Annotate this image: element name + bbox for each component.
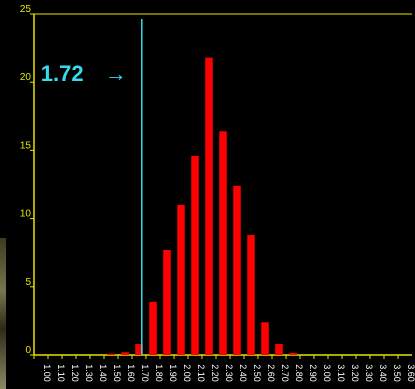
bar-series: [107, 57, 297, 355]
bar: [261, 322, 269, 355]
bar: [219, 131, 227, 355]
bar: [233, 185, 241, 355]
bar: [289, 352, 297, 355]
x-tick-label: 3.20: [350, 364, 360, 382]
x-tick-label: 2.30: [224, 364, 234, 382]
background-photo-strip: [0, 238, 6, 389]
x-tick-label: 1.10: [56, 364, 66, 382]
x-tick-label: 1.20: [70, 364, 80, 382]
x-tick-label: 2.90: [308, 364, 318, 382]
y-tick-label: 0: [25, 345, 31, 356]
bar: [247, 234, 255, 355]
bar: [135, 344, 143, 355]
x-tick-label: 2.80: [294, 364, 304, 382]
x-tick-label: 2.00: [182, 364, 192, 382]
x-tick-label: 3.40: [378, 364, 388, 382]
bar: [191, 155, 199, 355]
x-tick-label: 1.30: [84, 364, 94, 382]
bar: [149, 301, 157, 355]
x-tick-label: 1.60: [126, 364, 136, 382]
y-tick-label: 20: [20, 72, 32, 83]
y-tick-label: 25: [20, 4, 32, 15]
bar: [121, 352, 129, 355]
x-tick-label: 1.40: [98, 364, 108, 382]
x-tick-label: 2.60: [266, 364, 276, 382]
x-tick-label: 2.20: [210, 364, 220, 382]
bar: [205, 57, 213, 355]
x-tick-label: 3.30: [364, 364, 374, 382]
bar: [163, 249, 171, 355]
x-tick-label: 2.40: [238, 364, 248, 382]
x-tick-label: 1.00: [42, 364, 52, 382]
x-tick-label: 1.90: [168, 364, 178, 382]
x-tick-label: 1.70: [140, 364, 150, 382]
x-tick-label: 3.00: [322, 364, 332, 382]
x-tick-label: 3.50: [392, 364, 402, 382]
y-tick-label: 5: [25, 277, 31, 288]
y-axis-ticks: 0 5 10 15 20 25: [20, 4, 34, 356]
bar: [177, 204, 185, 355]
bar: [107, 353, 115, 355]
x-axis-ticks: 1.00 1.10 1.20 1.30 1.40 1.50 1.60 1.70 1.80 1.90…: [33, 355, 415, 382]
x-tick-label: 2.70: [280, 364, 290, 382]
annotation-arrow-icon: →: [105, 61, 127, 86]
x-tick-label: 2.50: [252, 364, 262, 382]
y-tick-label: 15: [20, 140, 32, 151]
annotation-label: 1.72: [41, 61, 84, 86]
x-tick-label: 2.10: [196, 364, 206, 382]
bar: [275, 344, 283, 355]
x-tick-label: 3.10: [336, 364, 346, 382]
x-tick-label: 1.80: [154, 364, 164, 382]
x-tick-label: 3.60: [406, 364, 415, 382]
x-tick-label: 1.50: [112, 364, 122, 382]
y-tick-label: 10: [20, 209, 32, 220]
